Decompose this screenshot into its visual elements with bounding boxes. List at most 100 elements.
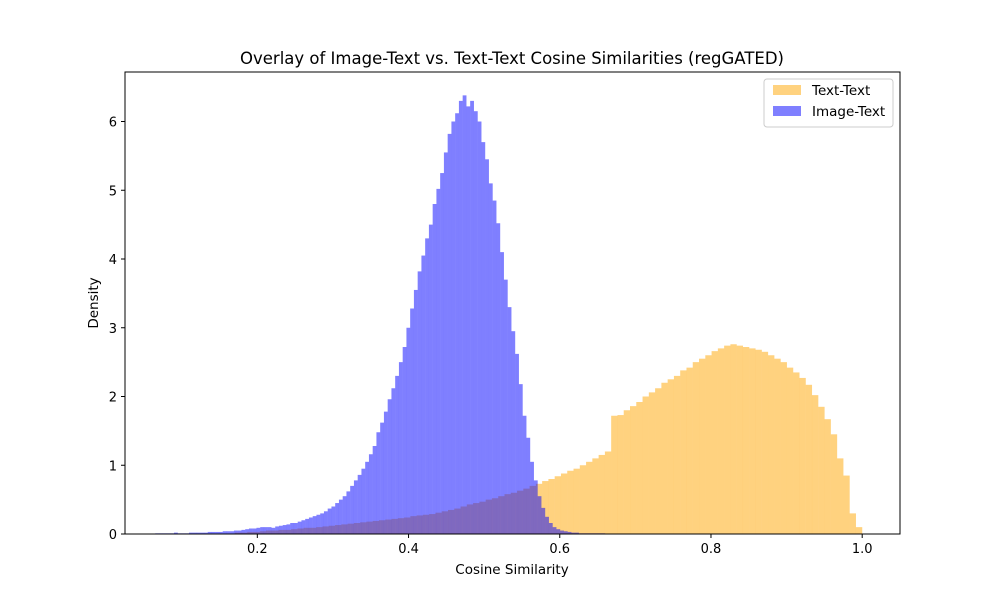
bar-image-text bbox=[263, 527, 268, 535]
bar-image-text bbox=[410, 308, 414, 534]
bar-text-text bbox=[567, 470, 574, 534]
bar-text-text bbox=[755, 349, 762, 534]
bar-image-text bbox=[481, 142, 486, 534]
bar-image-text bbox=[305, 518, 309, 535]
bar-text-text bbox=[818, 406, 825, 534]
bar-text-text bbox=[673, 375, 681, 535]
bar-text-text bbox=[780, 362, 787, 535]
bar-image-text bbox=[222, 531, 227, 534]
bar-text-text bbox=[661, 382, 668, 534]
bar-image-text bbox=[271, 527, 276, 534]
legend-label-text-text: Text-Text bbox=[811, 83, 870, 99]
chart-title: Overlay of Image-Text vs. Text-Text Cosi… bbox=[240, 49, 784, 68]
bar-image-text bbox=[443, 152, 448, 534]
bar-text-text bbox=[573, 468, 580, 534]
bar-text-text bbox=[630, 406, 637, 535]
bar-image-text bbox=[192, 532, 197, 535]
bar-image-text bbox=[500, 252, 504, 535]
y-tick-label: 6 bbox=[109, 116, 117, 131]
bar-image-text bbox=[548, 523, 553, 534]
x-tick-label: 0.4 bbox=[398, 542, 419, 557]
bar-text-text bbox=[805, 384, 813, 534]
bar-image-text bbox=[518, 384, 523, 535]
bar-image-text bbox=[522, 415, 527, 534]
bar-text-text bbox=[692, 362, 700, 535]
bar-text-text bbox=[548, 479, 555, 534]
bar-image-text bbox=[560, 530, 564, 534]
bar-text-text bbox=[623, 410, 631, 534]
bar-image-text bbox=[361, 468, 366, 534]
bar-image-text bbox=[200, 532, 205, 535]
bar-image-text bbox=[252, 528, 257, 534]
bar-image-text bbox=[477, 121, 482, 534]
bar-image-text bbox=[323, 511, 328, 534]
bar-image-text bbox=[455, 113, 459, 534]
y-tick-label: 5 bbox=[109, 184, 117, 199]
bar-image-text bbox=[376, 432, 381, 534]
bar-image-text bbox=[417, 271, 422, 535]
bar-image-text bbox=[353, 480, 358, 535]
plot-frame bbox=[124, 71, 901, 535]
bar-image-text bbox=[507, 307, 512, 535]
bar-text-text bbox=[849, 513, 856, 535]
bar-image-text bbox=[173, 532, 178, 535]
bar-image-text bbox=[552, 527, 557, 535]
bar-text-text bbox=[724, 345, 731, 535]
bar-image-text bbox=[436, 188, 441, 535]
bar-image-text bbox=[218, 531, 223, 534]
bar-image-text bbox=[211, 531, 216, 534]
x-axis-label: Cosine Similarity bbox=[455, 562, 568, 578]
x-axis: 0.2 0.4 0.6 0.8 1.0 bbox=[247, 534, 873, 557]
bar-image-text bbox=[406, 327, 411, 534]
bar-text-text bbox=[542, 481, 549, 534]
bar-image-text bbox=[316, 514, 321, 534]
bar-image-text bbox=[338, 499, 343, 535]
bar-image-text bbox=[207, 531, 212, 534]
bar-image-text bbox=[447, 133, 452, 535]
bar-text-text bbox=[824, 419, 831, 534]
bar-image-text bbox=[335, 503, 339, 534]
bar-text-text bbox=[799, 377, 806, 534]
bar-image-text bbox=[380, 422, 384, 535]
bar-image-text bbox=[301, 520, 306, 534]
bar-text-text bbox=[667, 379, 674, 534]
bar-image-text bbox=[391, 388, 396, 534]
bar-text-text bbox=[611, 415, 618, 534]
bar-image-text bbox=[267, 527, 272, 535]
bar-image-text bbox=[320, 513, 324, 535]
bar-text-text bbox=[837, 458, 844, 535]
bar-image-text bbox=[402, 347, 407, 534]
bar-image-text bbox=[350, 485, 354, 535]
bar-text-text bbox=[680, 370, 687, 535]
bar-image-text bbox=[297, 521, 302, 535]
bar-image-text bbox=[293, 523, 298, 534]
bar-image-text bbox=[241, 529, 246, 535]
bar-text-text bbox=[774, 358, 781, 534]
bar-image-text bbox=[372, 446, 377, 534]
bar-text-text bbox=[586, 461, 593, 534]
bar-text-text bbox=[811, 395, 819, 535]
plot-area bbox=[155, 95, 863, 535]
bar-text-text bbox=[855, 527, 863, 535]
bar-image-text bbox=[571, 532, 576, 535]
legend: Text-Text Image-Text bbox=[763, 78, 894, 128]
bar-image-text bbox=[282, 525, 287, 534]
bar-image-text bbox=[260, 527, 265, 535]
legend-swatch-text-text bbox=[773, 85, 801, 95]
bar-text-text bbox=[686, 367, 693, 535]
bar-text-text bbox=[749, 348, 756, 535]
y-axis-label: Density bbox=[86, 277, 102, 328]
bar-text-text bbox=[699, 358, 706, 534]
bar-image-text bbox=[503, 279, 508, 535]
bar-image-text bbox=[387, 399, 392, 534]
bar-image-text bbox=[286, 524, 291, 535]
bar-image-text bbox=[327, 508, 332, 534]
bar-image-text bbox=[488, 183, 493, 535]
bar-image-text bbox=[383, 411, 388, 535]
bar-image-text bbox=[556, 529, 561, 534]
bar-text-text bbox=[617, 415, 624, 534]
bar-image-text bbox=[346, 491, 351, 535]
bar-image-text bbox=[275, 526, 280, 534]
bar-image-text bbox=[511, 331, 516, 534]
bar-image-text bbox=[331, 506, 336, 534]
